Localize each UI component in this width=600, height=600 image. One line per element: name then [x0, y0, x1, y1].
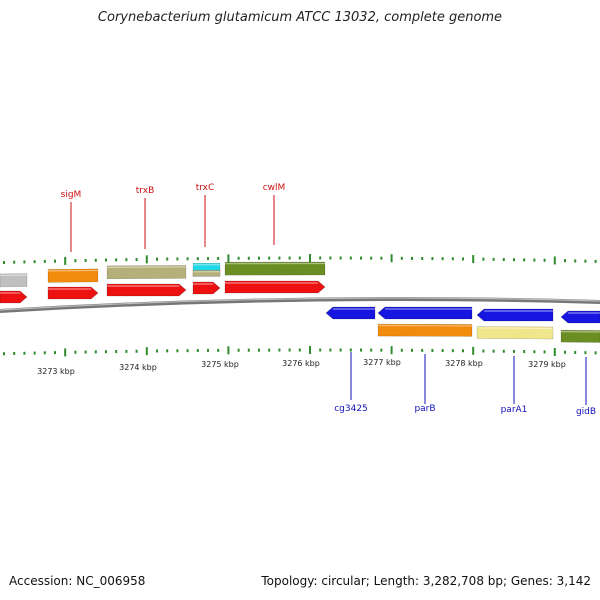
cog-bar	[224, 261, 326, 276]
tick-label: 3275 kbp	[201, 360, 239, 369]
accession-text: Accession: NC_006958	[9, 574, 146, 588]
cog-bar-highlight	[476, 327, 554, 330]
cog-track	[0, 261, 600, 343]
cog-bar	[476, 326, 554, 340]
gene-arrow[interactable]	[47, 286, 99, 300]
gene-label-trxC[interactable]: trxC	[196, 183, 215, 193]
gene-arrow[interactable]	[377, 306, 473, 320]
cog-bar	[192, 269, 221, 277]
gene-track	[0, 280, 600, 324]
inner-tick-track	[3, 346, 597, 357]
gene-label-parB[interactable]: parB	[414, 404, 435, 414]
genome-stats-text: Topology: circular; Length: 3,282,708 bp…	[261, 574, 591, 588]
cog-bar-highlight	[106, 266, 187, 268]
tick-label: 3277 kbp	[363, 358, 401, 367]
genome-backbone-highlight	[0, 297, 600, 311]
tick-label: 3273 kbp	[37, 367, 75, 376]
tick-label: 3279 kbp	[528, 360, 566, 369]
gene-arrow[interactable]	[325, 306, 376, 320]
gene-arrow[interactable]	[560, 310, 600, 324]
cog-bar	[560, 329, 600, 343]
gene-label-cg3425[interactable]: cg3425	[334, 404, 368, 414]
gene-label-cwlM[interactable]: cwlM	[263, 183, 286, 193]
gene-arrow[interactable]	[0, 290, 28, 304]
cog-bar	[106, 265, 187, 280]
genome-title: Corynebacterium glutamicum ATCC 13032, c…	[97, 10, 503, 25]
cog-bar	[377, 323, 473, 337]
tick-label: 3278 kbp	[445, 359, 483, 368]
gene-label-parA1[interactable]: parA1	[501, 405, 528, 415]
cog-bar	[0, 273, 28, 288]
cog-bar	[47, 268, 99, 283]
gene-arrow[interactable]	[224, 280, 326, 294]
outer-tick-track	[3, 254, 597, 265]
gene-label-gidB[interactable]: gidB	[576, 407, 596, 417]
tick-label: 3274 kbp	[119, 363, 157, 372]
gene-label-trxB[interactable]: trxB	[136, 186, 155, 196]
gene-arrow[interactable]	[192, 281, 221, 295]
gene-label-group: sigM trxB trxC cwlM cg3425 parB parA1 gidB	[61, 183, 596, 417]
gene-label-sigM[interactable]: sigM	[61, 190, 82, 200]
gene-arrow[interactable]	[106, 283, 187, 297]
tick-label-group: 3273 kbp 3274 kbp 3275 kbp 3276 kbp 3277 kbp…	[37, 358, 566, 376]
tick-label: 3276 kbp	[282, 359, 320, 368]
gene-arrow[interactable]	[476, 308, 554, 322]
genome-backbone	[0, 297, 600, 313]
